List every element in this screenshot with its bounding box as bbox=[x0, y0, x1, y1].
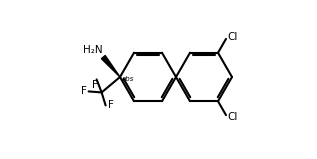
Text: F: F bbox=[92, 80, 98, 90]
Text: Cl: Cl bbox=[228, 112, 238, 122]
Text: F: F bbox=[108, 100, 113, 111]
Text: abs: abs bbox=[122, 76, 134, 82]
Text: Cl: Cl bbox=[228, 32, 238, 42]
Text: H₂N: H₂N bbox=[83, 45, 103, 55]
Polygon shape bbox=[101, 55, 120, 77]
Text: F: F bbox=[81, 86, 87, 96]
